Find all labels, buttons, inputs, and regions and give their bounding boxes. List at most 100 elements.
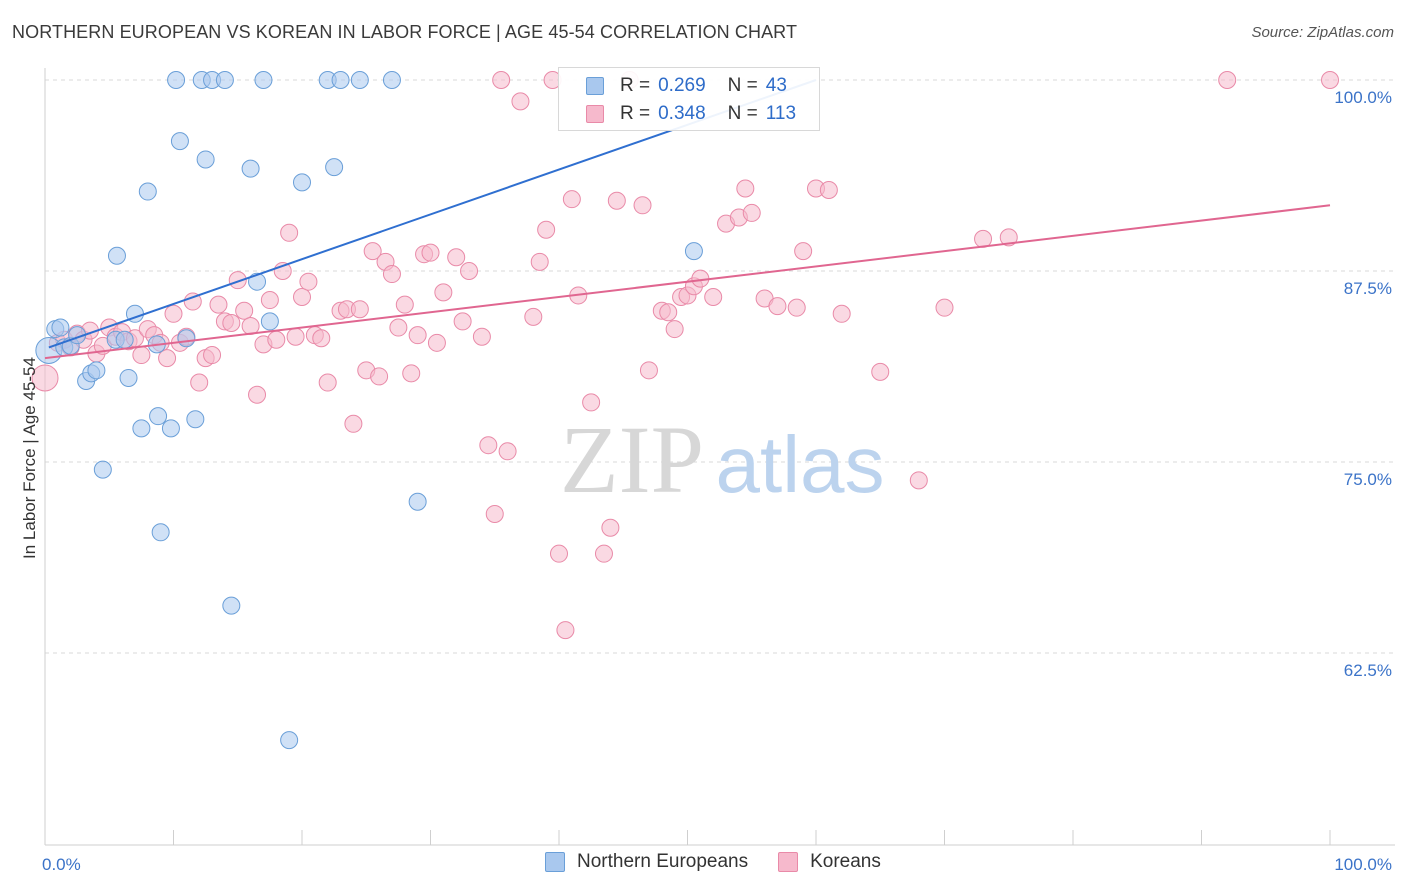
korean-point [280,223,299,242]
korean-point [537,220,556,239]
korean-point [299,272,318,291]
koreans-trendline [44,204,1331,360]
korean-point [293,287,311,306]
korean-point [633,196,652,215]
northern-european-point [196,150,215,169]
korean-point [601,518,620,537]
chart-title: NORTHERN EUROPEAN VS KOREAN IN LABOR FOR… [12,22,798,42]
y-tick-label: 62.5% [1344,661,1392,680]
stats-row-pink: R = 0.348 N = 113 [559,99,796,129]
northern-european-point [293,173,311,192]
x-tick-label: 0.0% [42,855,81,874]
n-label: N = [727,103,758,124]
northern-european-point [87,361,106,380]
korean-point [659,303,678,322]
korean-point [562,190,581,209]
korean-point [909,471,928,490]
r-value: 0.269 [658,75,706,96]
y-tick-label: 100.0% [1334,88,1392,107]
r-label: R = [620,103,651,124]
northern-european-point [186,410,205,429]
korean-point [511,92,530,111]
northern-european-point [215,71,234,89]
northern-european-point [260,312,279,331]
northern-european-point [254,71,273,89]
korean-point [498,442,517,461]
northern-european-point [280,731,299,750]
pink-swatch [778,852,799,872]
northern-european-point [241,159,260,178]
korean-point [665,320,684,339]
korean-point [736,179,755,198]
korean-point [235,301,254,320]
korean-point [485,504,504,523]
northern-european-point [684,242,703,261]
korean-point [158,349,177,368]
korean-point [1218,71,1237,89]
northern-european-point [248,272,267,291]
northern-european-point [107,246,126,265]
northern-european-point [161,419,180,438]
korean-point [832,304,851,323]
northern-european-point [151,523,170,542]
korean-point [935,298,954,317]
source-label: Source: ZipAtlas.com [1251,24,1394,41]
korean-point [209,295,228,314]
korean-point [871,362,890,381]
korean-point [183,292,202,311]
korean-point [132,346,151,365]
korean-point [582,393,601,412]
korean-point [819,181,838,200]
northern-european-point [177,329,196,348]
northern-european-point [138,182,157,201]
korean-point [556,621,575,640]
korean-point [228,271,247,290]
korean-point [427,333,446,352]
korean-point [421,243,440,262]
y-tick-label: 87.5% [1344,279,1392,298]
korean-point [530,252,549,271]
n-value: 113 [765,103,797,124]
legend-label: Northern Europeans [577,851,749,872]
korean-point [594,544,613,563]
legend-item-northern-europeans[interactable]: Northern Europeans [545,851,748,873]
korean-point [460,262,479,280]
r-label: R = [620,75,651,96]
watermark: ZIP atlas [560,406,884,513]
n-label: N = [727,75,758,96]
korean-point [550,544,568,563]
r-value: 0.348 [658,103,706,124]
korean-point [363,242,382,261]
tick-labels: 62.5% 75.0% 87.5% 100.0% 0.0% 100.0% [42,88,1392,874]
korean-point [479,436,498,455]
korean-point [768,297,787,316]
watermark-atlas: atlas [716,420,885,509]
northern-european-point [408,492,427,511]
korean-point [31,364,59,392]
korean-point [370,367,389,386]
northern-european-point [325,158,344,177]
pink-swatch [586,105,604,123]
korean-point [318,373,337,392]
korean-point [787,298,806,317]
korean-point [453,312,472,331]
legend-item-koreans[interactable]: Koreans [778,851,881,873]
korean-point [742,203,761,222]
korean-point [389,318,408,337]
korean-point [1321,71,1339,89]
blue-swatch [586,77,604,95]
korean-point [447,248,466,267]
legend-label: Koreans [810,851,881,872]
korean-point [222,313,241,332]
northern-european-point [149,407,168,426]
watermark-zip: ZIP [560,406,704,513]
northern-european-point [119,368,138,387]
korean-point [434,283,453,302]
northern-european-point [350,71,369,89]
korean-point [164,304,183,323]
korean-point [999,228,1018,247]
korean-point [794,242,813,261]
korean-point [344,414,363,433]
northern-european-point [132,419,151,438]
korean-point [350,300,369,319]
